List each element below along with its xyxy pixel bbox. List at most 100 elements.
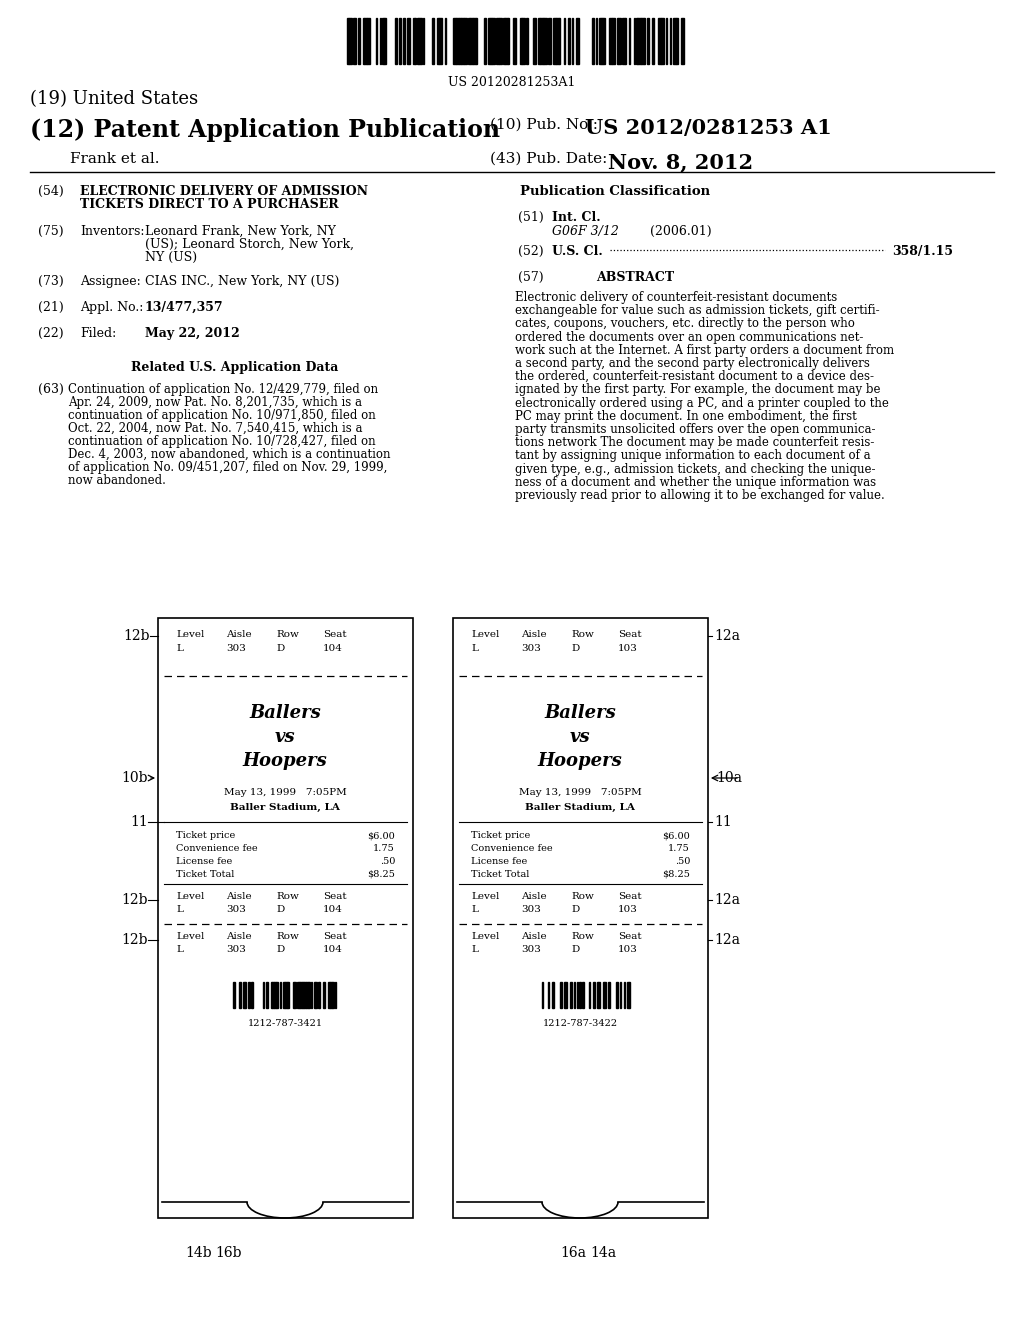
- Bar: [522, 18, 525, 63]
- Text: 12b: 12b: [122, 894, 148, 907]
- Bar: [638, 18, 641, 63]
- Bar: [622, 18, 625, 63]
- Text: (21): (21): [38, 301, 63, 314]
- Bar: [534, 18, 536, 63]
- Bar: [681, 18, 684, 63]
- Bar: [540, 18, 543, 63]
- Text: Ballers: Ballers: [249, 704, 321, 722]
- Bar: [306, 982, 308, 1008]
- Bar: [484, 18, 486, 63]
- Bar: [158, 618, 413, 1218]
- Text: Publication Classification: Publication Classification: [520, 185, 710, 198]
- Bar: [239, 982, 241, 1008]
- Text: Assignee:: Assignee:: [80, 275, 140, 288]
- Bar: [382, 18, 384, 63]
- Text: Hoopers: Hoopers: [243, 752, 328, 770]
- Bar: [568, 18, 570, 63]
- Bar: [364, 18, 367, 63]
- Text: Seat: Seat: [323, 892, 347, 902]
- Text: (2006.01): (2006.01): [650, 224, 712, 238]
- Text: (54): (54): [38, 185, 63, 198]
- Bar: [488, 18, 490, 63]
- Text: Ballers: Ballers: [544, 704, 615, 722]
- Text: 1.75: 1.75: [669, 843, 690, 853]
- Text: NY (US): NY (US): [145, 251, 198, 264]
- Text: D: D: [276, 644, 285, 653]
- Text: D: D: [571, 906, 580, 913]
- Text: CIAS INC., New York, NY (US): CIAS INC., New York, NY (US): [145, 275, 339, 288]
- Text: Seat: Seat: [618, 892, 642, 902]
- Bar: [496, 18, 499, 63]
- Bar: [553, 18, 556, 63]
- Text: (52): (52): [518, 246, 544, 257]
- Text: ABSTRACT: ABSTRACT: [596, 271, 674, 284]
- Text: 358/1.15: 358/1.15: [892, 246, 953, 257]
- Text: US 20120281253A1: US 20120281253A1: [449, 77, 575, 88]
- Text: Dec. 4, 2003, now abandoned, which is a continuation: Dec. 4, 2003, now abandoned, which is a …: [68, 447, 390, 461]
- Text: (63): (63): [38, 383, 63, 396]
- Text: 16a: 16a: [560, 1246, 586, 1261]
- Bar: [604, 982, 606, 1008]
- Text: (75): (75): [38, 224, 63, 238]
- Bar: [492, 18, 495, 63]
- Bar: [616, 982, 618, 1008]
- Text: D: D: [276, 906, 285, 913]
- Text: 14b: 14b: [185, 1246, 212, 1261]
- Bar: [347, 18, 349, 63]
- Bar: [526, 18, 528, 63]
- Text: Aisle: Aisle: [521, 932, 547, 941]
- Bar: [456, 18, 459, 63]
- Bar: [300, 982, 302, 1008]
- Text: Seat: Seat: [618, 630, 642, 639]
- Text: ignated by the first party. For example, the document may be: ignated by the first party. For example,…: [515, 383, 881, 396]
- Text: Oct. 22, 2004, now Pat. No. 7,540,415, which is a: Oct. 22, 2004, now Pat. No. 7,540,415, w…: [68, 422, 362, 436]
- Text: vs: vs: [569, 729, 590, 746]
- Bar: [283, 982, 285, 1008]
- Text: Related U.S. Application Data: Related U.S. Application Data: [131, 360, 339, 374]
- Text: Row: Row: [571, 892, 594, 902]
- Bar: [353, 18, 356, 63]
- Bar: [248, 982, 250, 1008]
- Text: ordered the documents over an open communications net-: ordered the documents over an open commu…: [515, 330, 863, 343]
- Text: 12b: 12b: [122, 933, 148, 946]
- Bar: [505, 18, 508, 63]
- Text: (10) Pub. No.:: (10) Pub. No.:: [490, 117, 598, 132]
- Text: L: L: [176, 644, 183, 653]
- Bar: [297, 982, 299, 1008]
- Bar: [565, 982, 567, 1008]
- Text: 11: 11: [130, 814, 148, 829]
- Text: ness of a document and whether the unique information was: ness of a document and whether the uniqu…: [515, 475, 877, 488]
- Text: Frank et al.: Frank et al.: [70, 152, 160, 166]
- Bar: [658, 18, 662, 63]
- Bar: [608, 982, 610, 1008]
- Text: D: D: [276, 945, 285, 954]
- Text: Int. Cl.: Int. Cl.: [552, 211, 601, 224]
- Text: (19) United States: (19) United States: [30, 90, 198, 108]
- Bar: [612, 18, 615, 63]
- Bar: [395, 18, 397, 63]
- Bar: [328, 982, 330, 1008]
- Text: work such at the Internet. A first party orders a document from: work such at the Internet. A first party…: [515, 343, 894, 356]
- Bar: [468, 18, 470, 63]
- Bar: [266, 982, 268, 1008]
- Text: Level: Level: [176, 892, 205, 902]
- Text: ELECTRONIC DELIVERY OF ADMISSION: ELECTRONIC DELIVERY OF ADMISSION: [80, 185, 368, 198]
- Text: 303: 303: [521, 906, 541, 913]
- Text: $6.00: $6.00: [368, 832, 395, 840]
- Text: Filed:: Filed:: [80, 327, 117, 341]
- Text: Convenience fee: Convenience fee: [176, 843, 258, 853]
- Text: Aisle: Aisle: [226, 892, 252, 902]
- Bar: [358, 18, 360, 63]
- Text: Leonard Frank, New York, NY: Leonard Frank, New York, NY: [145, 224, 336, 238]
- Bar: [461, 18, 464, 63]
- Bar: [453, 18, 456, 63]
- Text: Aisle: Aisle: [521, 630, 547, 639]
- Bar: [367, 18, 370, 63]
- Text: 12a: 12a: [714, 894, 740, 907]
- Text: 104: 104: [323, 906, 343, 913]
- Text: L: L: [471, 644, 478, 653]
- Text: 303: 303: [226, 945, 246, 954]
- Text: L: L: [176, 906, 183, 913]
- Bar: [592, 18, 594, 63]
- Bar: [243, 982, 245, 1008]
